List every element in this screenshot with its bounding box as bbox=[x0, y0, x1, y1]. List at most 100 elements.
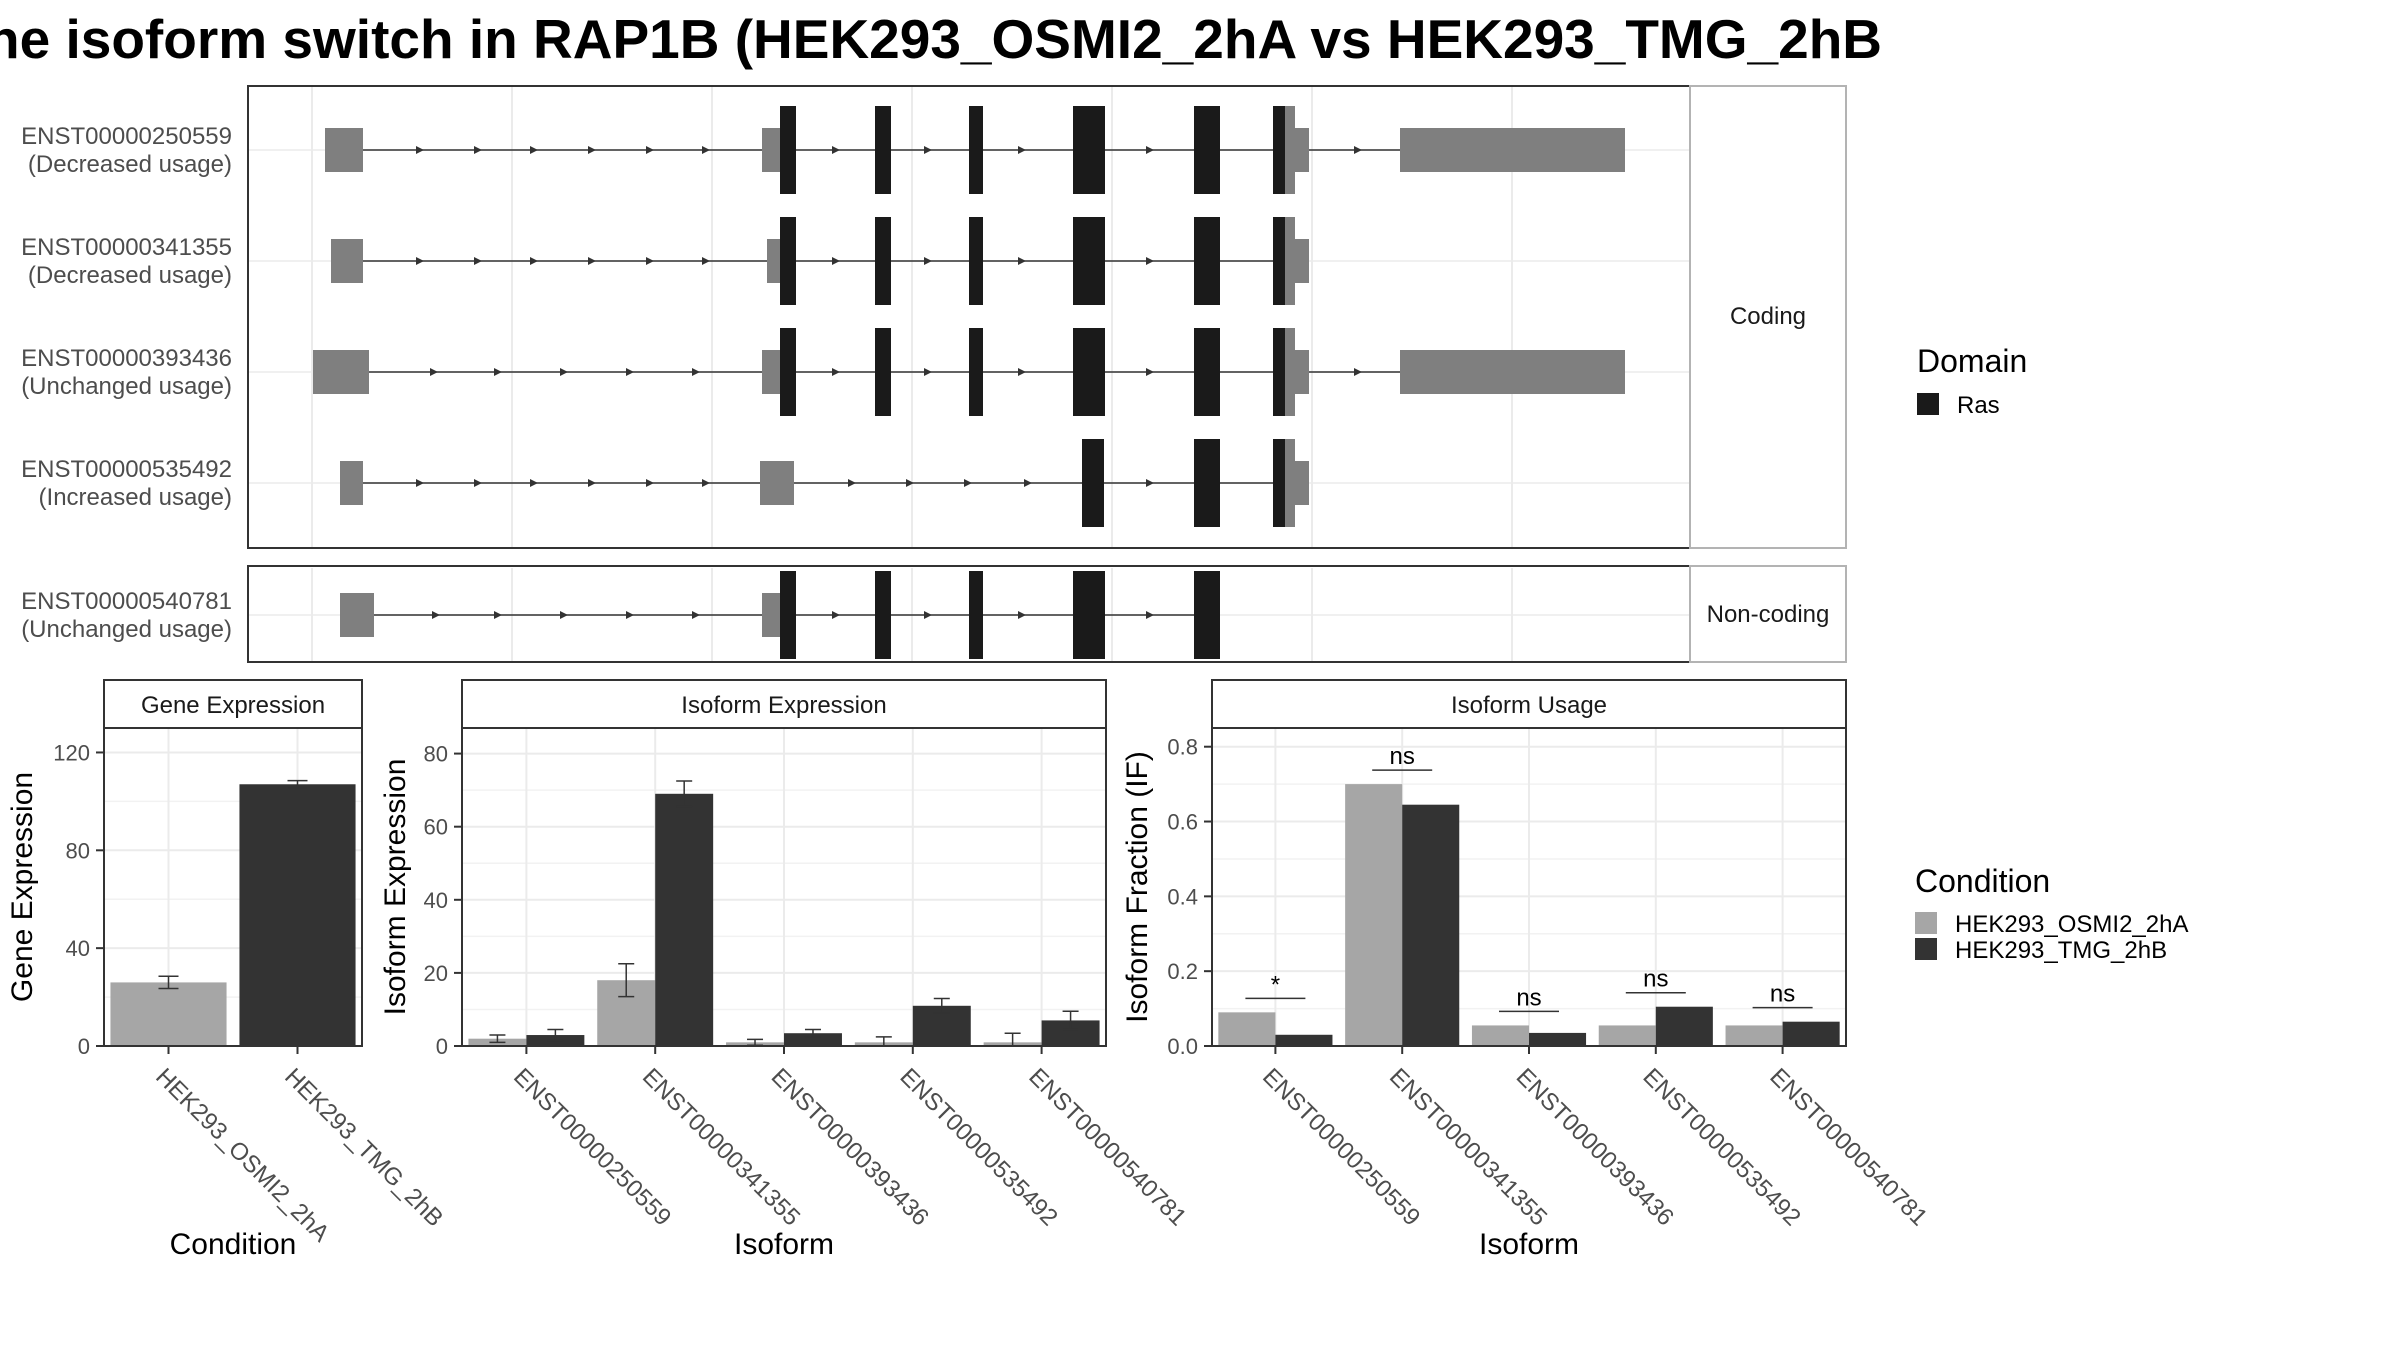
domain-exon bbox=[1273, 217, 1285, 305]
domain-exon bbox=[1273, 439, 1285, 527]
condition-legend: Condition HEK293_OSMI2_2hA HEK293_TMG_2h… bbox=[1915, 863, 2188, 964]
domain-exon bbox=[1082, 439, 1104, 527]
noncoding-strip bbox=[1689, 565, 1847, 663]
utr-exon bbox=[767, 239, 780, 283]
utr-exon bbox=[1285, 439, 1295, 527]
domain-exon bbox=[875, 571, 891, 659]
x-axis-title: Condition bbox=[170, 1228, 297, 1261]
intron-arrows-row-4 bbox=[416, 479, 1154, 487]
bar bbox=[1655, 1006, 1713, 1046]
panel-border bbox=[103, 727, 363, 1047]
transcript-row-2 bbox=[331, 217, 1309, 305]
transcript-usage-label: (Decreased usage) bbox=[28, 151, 232, 178]
transcript-row-1 bbox=[325, 106, 1625, 194]
utr-exon bbox=[1400, 350, 1625, 394]
figure-title: he isoform switch in RAP1B (HEK293_OSMI2… bbox=[0, 8, 1882, 70]
y-tick-label: 0.2 bbox=[1167, 959, 1198, 984]
transcript-usage-label: (Decreased usage) bbox=[28, 262, 232, 289]
bar bbox=[1725, 1025, 1783, 1046]
utr-exon bbox=[762, 350, 780, 394]
domain-exon bbox=[1194, 328, 1220, 416]
transcript-id-label: ENST00000250559 bbox=[21, 123, 232, 150]
condition-legend-label-b: HEK293_TMG_2hB bbox=[1955, 937, 2167, 964]
domain-exon bbox=[780, 571, 796, 659]
y-tick-label: 40 bbox=[424, 888, 448, 913]
domain-legend-label: Ras bbox=[1957, 392, 2000, 419]
intron-arrows-row-2 bbox=[416, 257, 1154, 265]
x-axis-title: Isoform bbox=[1479, 1228, 1579, 1261]
panel-strip bbox=[1211, 679, 1847, 729]
panel-strip bbox=[461, 679, 1107, 729]
y-tick-label: 0.8 bbox=[1167, 735, 1198, 760]
domain-exon bbox=[1194, 439, 1220, 527]
bar bbox=[239, 784, 356, 1046]
domain-exon bbox=[1073, 217, 1105, 305]
bar bbox=[1345, 784, 1403, 1046]
transcript-id-label: ENST00000535492 bbox=[21, 456, 232, 483]
bar bbox=[1471, 1025, 1529, 1046]
panel-title: Gene Expression bbox=[141, 692, 325, 719]
utr-exon bbox=[1295, 239, 1309, 283]
significance-label: ns bbox=[1390, 743, 1415, 770]
isoform-structure-panel: Coding Non-coding ENST00000250559 bbox=[21, 85, 1847, 663]
significance-label: * bbox=[1271, 971, 1280, 998]
intron-arrows-row-5 bbox=[432, 611, 1154, 619]
domain-legend-title: Domain bbox=[1917, 343, 2027, 379]
bar bbox=[1782, 1021, 1840, 1046]
domain-exon bbox=[875, 328, 891, 416]
y-axis-title: Isoform Expression bbox=[379, 759, 412, 1016]
significance-label: ns bbox=[1643, 966, 1668, 993]
domain-exon bbox=[1073, 106, 1105, 194]
utr-exon bbox=[1400, 128, 1625, 172]
utr-exon bbox=[313, 350, 369, 394]
bar bbox=[1598, 1025, 1656, 1046]
utr-exon bbox=[1285, 106, 1295, 194]
bar bbox=[784, 1033, 842, 1046]
coding-strip bbox=[1689, 85, 1847, 549]
bar bbox=[110, 982, 227, 1046]
transcript-row-3 bbox=[313, 328, 1625, 416]
utr-exon bbox=[340, 461, 363, 505]
domain-exon bbox=[1273, 328, 1285, 416]
transcript-usage-label: (Unchanged usage) bbox=[21, 373, 232, 400]
panel-title: Isoform Expression bbox=[681, 692, 886, 719]
transcript-row-4 bbox=[340, 439, 1309, 527]
bar bbox=[1218, 1012, 1276, 1046]
y-tick-label: 0 bbox=[436, 1034, 448, 1059]
panel-title: Isoform Usage bbox=[1451, 692, 1607, 719]
bar-chart-panels: Gene Expression04080120HEK293_OSMI2_2hAH… bbox=[6, 679, 1933, 1261]
utr-exon bbox=[760, 461, 794, 505]
condition-legend-title: Condition bbox=[1915, 863, 2050, 899]
domain-exon bbox=[1194, 217, 1220, 305]
domain-exon bbox=[1194, 106, 1220, 194]
domain-exon bbox=[875, 217, 891, 305]
y-tick-label: 60 bbox=[424, 815, 448, 840]
domain-exon bbox=[969, 328, 983, 416]
bar bbox=[1275, 1034, 1333, 1046]
domain-exon bbox=[780, 106, 796, 194]
condition-legend-label-a: HEK293_OSMI2_2hA bbox=[1955, 911, 2188, 938]
transcript-usage-label: (Unchanged usage) bbox=[21, 616, 232, 643]
y-tick-label: 0.4 bbox=[1167, 884, 1198, 909]
utr-exon bbox=[1285, 328, 1295, 416]
utr-exon bbox=[1285, 217, 1295, 305]
domain-legend: Domain Ras bbox=[1917, 343, 2027, 419]
condition-legend-swatch-b bbox=[1915, 938, 1937, 960]
y-tick-label: 120 bbox=[53, 740, 90, 765]
bar bbox=[1529, 1032, 1587, 1046]
noncoding-strip-label: Non-coding bbox=[1707, 601, 1830, 628]
utr-exon bbox=[1295, 128, 1309, 172]
utr-exon bbox=[340, 593, 374, 637]
y-tick-label: 80 bbox=[424, 742, 448, 767]
y-axis-title: Gene Expression bbox=[6, 772, 39, 1002]
transcript-labels: ENST00000250559 (Decreased usage) ENST00… bbox=[21, 123, 232, 643]
y-axis-title: Isoform Fraction (IF) bbox=[1121, 751, 1154, 1023]
utr-exon bbox=[331, 239, 363, 283]
transcript-usage-label: (Increased usage) bbox=[39, 484, 232, 511]
transcript-id-label: ENST00000341355 bbox=[21, 234, 232, 261]
domain-exon bbox=[780, 328, 796, 416]
x-axis-title: Isoform bbox=[734, 1228, 834, 1261]
y-tick-label: 20 bbox=[424, 961, 448, 986]
y-tick-label: 0 bbox=[78, 1034, 90, 1059]
